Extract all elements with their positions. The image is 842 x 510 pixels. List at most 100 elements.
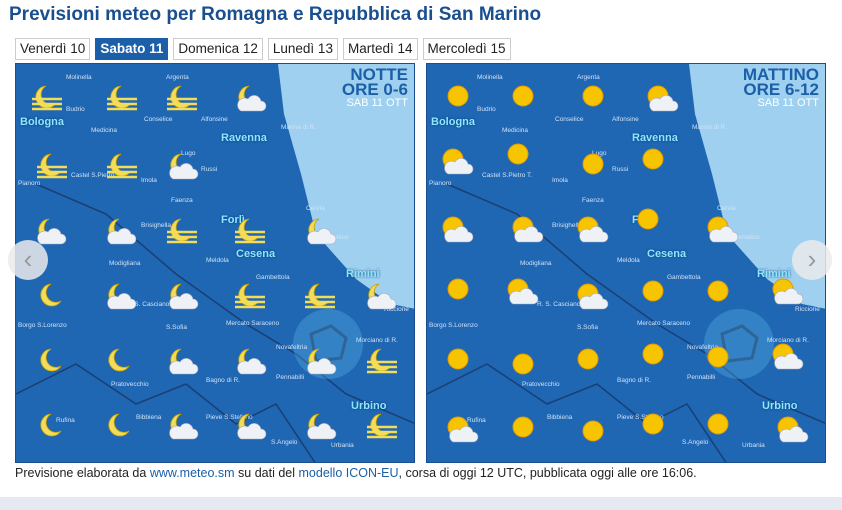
moon-icon (33, 281, 69, 311)
town-label: S.Sofia (166, 324, 187, 331)
tab-day[interactable]: Domenica 12 (173, 38, 263, 60)
town-label: Castel S.Pietro T. (71, 172, 122, 179)
town-label: Modigliana (520, 260, 552, 267)
day-tabs: Venerdì 10 Sabato 11 Domenica 12 Lunedì 13 M… (15, 38, 511, 60)
tab-day[interactable]: Sabato 11 (95, 38, 169, 60)
sun-cloud-icon (508, 214, 544, 244)
town-label: Rufina (467, 417, 486, 424)
town-label: Pratovecchio (522, 381, 560, 388)
meteo-sm-link[interactable]: www.meteo.sm (149, 466, 235, 480)
town-label: Argenta (166, 74, 189, 81)
town-label: Molinella (477, 74, 503, 81)
town-label: Borgo S.Lorenzo (429, 322, 478, 329)
city-label: Rimini (346, 268, 380, 280)
sun-icon (703, 344, 739, 374)
sun-icon (443, 346, 479, 376)
town-label: Riccione (795, 306, 820, 313)
sun-icon (638, 278, 674, 308)
next-arrow-button[interactable]: › (792, 240, 832, 280)
sun-cloud-icon (703, 214, 739, 244)
fog-moon-icon (231, 281, 267, 311)
sun-icon (573, 346, 609, 376)
sun-icon (443, 276, 479, 306)
town-label: Castel S.Pietro T. (482, 172, 533, 179)
fog-moon-icon (163, 83, 199, 113)
town-label: Gambettola (667, 274, 701, 281)
sun-cloud-icon (503, 276, 539, 306)
town-label: Cervia (717, 205, 736, 212)
city-label: Ravenna (221, 132, 267, 144)
town-label: Bagno di R. (617, 377, 651, 384)
city-label: Urbino (351, 400, 387, 412)
sun-icon (638, 341, 674, 371)
city-label: Ravenna (632, 132, 678, 144)
town-label: Morciano di R. (356, 337, 398, 344)
moon-icon (101, 346, 137, 376)
town-label: Molinella (66, 74, 92, 81)
tab-day[interactable]: Lunedì 13 (267, 38, 338, 60)
town-label: Faenza (171, 197, 193, 204)
fog-moon-icon (363, 346, 399, 376)
sun-icon (638, 411, 674, 441)
sun-icon (638, 146, 674, 176)
moon-cloud-icon (31, 216, 67, 246)
sun-icon (508, 351, 544, 381)
sun-cloud-icon (768, 276, 804, 306)
fog-moon-icon (103, 83, 139, 113)
town-label: S.Sofia (577, 324, 598, 331)
hours-label: ORE 6-12 (743, 80, 819, 99)
sun-icon (703, 411, 739, 441)
icon-eu-link[interactable]: modello ICON-EU (298, 466, 399, 480)
town-label: S.Angelo (682, 439, 709, 446)
tab-day[interactable]: Mercoledì 15 (422, 38, 511, 60)
town-label: Pianoro (18, 180, 41, 187)
town-label: Medicina (91, 127, 118, 134)
town-label: Pennabilli (276, 374, 305, 381)
town-label: Pratovecchio (111, 381, 149, 388)
town-label: Brisighella (552, 222, 582, 229)
moon-cloud-icon (301, 411, 337, 441)
page-title: Previsioni meteo per Romagna e Repubblic… (9, 4, 542, 25)
tab-day[interactable]: Venerdì 10 (15, 38, 91, 60)
tab-day[interactable]: Martedì 14 (342, 38, 418, 60)
city-label: Bologna (431, 116, 475, 128)
town-label: Russi (201, 166, 218, 173)
town-label: Conselice (555, 116, 584, 123)
town-label: Urbania (331, 442, 354, 449)
moon-icon (33, 411, 69, 441)
footer-text: , corsa di oggi 12 UTC, pubblicata oggi … (398, 466, 697, 480)
fog-moon-icon (163, 216, 199, 246)
prev-arrow-button[interactable]: ‹ (8, 240, 48, 280)
town-label: Pieve S.Stefano (206, 414, 253, 421)
moon-cloud-icon (231, 346, 267, 376)
moon-cloud-icon (163, 346, 199, 376)
sun-cloud-icon (443, 414, 479, 444)
town-label: Morciano di R. (767, 337, 809, 344)
moon-cloud-icon (163, 281, 199, 311)
map-morning: MATTINO ORE 6-12 SAB 11 OTT Molinella Argent… (426, 63, 826, 463)
town-label: Marina di R. (692, 124, 728, 131)
moon-cloud-icon (361, 281, 397, 311)
town-label: Pianoro (429, 180, 452, 187)
town-label: Marina di R. (281, 124, 317, 131)
date-label: SAB 11 OTT (346, 97, 408, 109)
sun-cloud-icon (768, 341, 804, 371)
city-label: Forlì (221, 214, 245, 226)
footer-note: Previsione elaborata da www.meteo.sm su … (15, 466, 697, 480)
sun-cloud-icon (573, 214, 609, 244)
date-label: SAB 11 OTT (757, 97, 819, 109)
town-label: Budrio (477, 106, 496, 113)
town-label: Budrio (66, 106, 85, 113)
sun-icon (508, 83, 544, 113)
moon-cloud-icon (101, 281, 137, 311)
town-label: R. S. Casciano (126, 301, 170, 308)
sun-icon (578, 418, 614, 448)
bottom-bar (0, 497, 842, 510)
town-label: Meldola (617, 257, 640, 264)
town-label: Riccione (384, 306, 409, 313)
moon-cloud-icon (231, 83, 267, 113)
map-title: NOTTE ORE 0-6 SAB 11 OTT (342, 66, 408, 110)
town-label: Cervia (306, 205, 325, 212)
sun-cloud-icon (573, 281, 609, 311)
sun-cloud-icon (438, 214, 474, 244)
